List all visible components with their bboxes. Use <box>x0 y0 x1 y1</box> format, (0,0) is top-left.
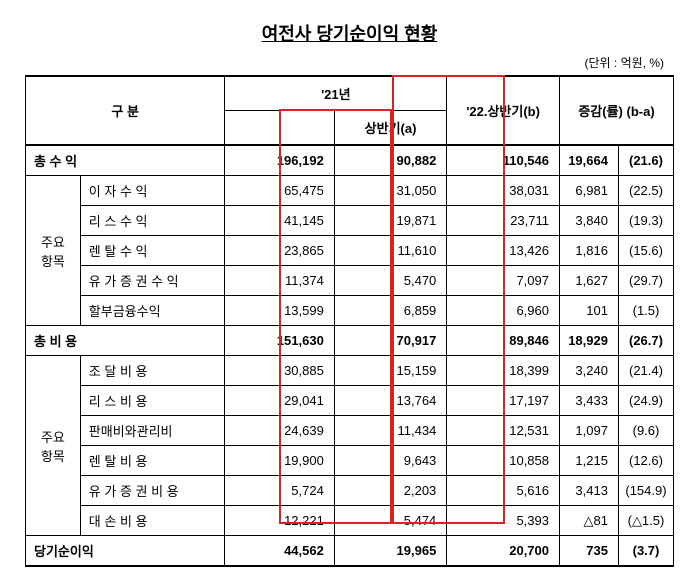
exp-item-3-label: 렌 탈 비 용 <box>80 446 225 476</box>
rev-item-2-h1a: 11,610 <box>334 236 446 266</box>
rev-item-4-y21: 13,599 <box>225 296 334 326</box>
rev-item-3-label: 유 가 증 권 수 익 <box>80 266 225 296</box>
rev-item-4-pct: (1.5) <box>618 296 673 326</box>
revenue-header: 총 수 익 <box>26 145 225 176</box>
header-y21: '21년 <box>225 76 447 111</box>
expense-header: 총 비 용 <box>26 326 225 356</box>
exp-item-1-label: 리 스 비 용 <box>80 386 225 416</box>
net-income-h1a: 19,965 <box>334 536 446 567</box>
rev-item-3-h1a: 5,470 <box>334 266 446 296</box>
exp-item-3-y21: 19,900 <box>225 446 334 476</box>
exp-item-0-y21: 30,885 <box>225 356 334 386</box>
exp-item-5-chg: △81 <box>560 506 619 536</box>
exp-item-0-h1a: 15,159 <box>334 356 446 386</box>
page-title: 여전사 당기순이익 현황 <box>25 20 674 46</box>
exp-item-0-pct: (21.4) <box>618 356 673 386</box>
rev-item-1-h1a: 19,871 <box>334 206 446 236</box>
rev-item-2-y21: 23,865 <box>225 236 334 266</box>
exp-item-2-y21: 24,639 <box>225 416 334 446</box>
exp-item-1-h22b: 17,197 <box>447 386 560 416</box>
exp-item-5-pct: (△1.5) <box>618 506 673 536</box>
exp-item-1-pct: (24.9) <box>618 386 673 416</box>
rev-item-1-label: 리 스 수 익 <box>80 206 225 236</box>
rev-item-4-chg: 101 <box>560 296 619 326</box>
header-y21-blank <box>225 111 334 146</box>
header-category: 구 분 <box>26 76 225 145</box>
expense-pct: (26.7) <box>618 326 673 356</box>
expense-h1a: 70,917 <box>334 326 446 356</box>
rev-item-4-h1a: 6,859 <box>334 296 446 326</box>
exp-item-2-h22b: 12,531 <box>447 416 560 446</box>
exp-item-1-chg: 3,433 <box>560 386 619 416</box>
exp-item-4-pct: (154.9) <box>618 476 673 506</box>
net-income-label: 당기순이익 <box>26 536 225 567</box>
rev-item-4-label: 할부금융수익 <box>80 296 225 326</box>
rev-item-2-pct: (15.6) <box>618 236 673 266</box>
rev-item-2-h22b: 13,426 <box>447 236 560 266</box>
exp-item-5-label: 대 손 비 용 <box>80 506 225 536</box>
rev-item-3-h22b: 7,097 <box>447 266 560 296</box>
expense-group-label: 주요항목 <box>26 356 81 536</box>
expense-chg: 18,929 <box>560 326 619 356</box>
net-income-chg: 735 <box>560 536 619 567</box>
exp-item-4-h22b: 5,616 <box>447 476 560 506</box>
rev-item-0-label: 이 자 수 익 <box>80 176 225 206</box>
revenue-h22b: 110,546 <box>447 145 560 176</box>
revenue-group-label: 주요항목 <box>26 176 81 326</box>
exp-item-3-h1a: 9,643 <box>334 446 446 476</box>
unit-label: (단위 : 억원, %) <box>25 54 674 71</box>
rev-item-0-y21: 65,475 <box>225 176 334 206</box>
exp-item-3-pct: (12.6) <box>618 446 673 476</box>
exp-item-4-h1a: 2,203 <box>334 476 446 506</box>
net-income-h22b: 20,700 <box>447 536 560 567</box>
exp-item-5-h1a: 5,474 <box>334 506 446 536</box>
rev-item-4-h22b: 6,960 <box>447 296 560 326</box>
rev-item-3-chg: 1,627 <box>560 266 619 296</box>
exp-item-4-y21: 5,724 <box>225 476 334 506</box>
rev-item-2-label: 렌 탈 수 익 <box>80 236 225 266</box>
exp-item-0-label: 조 달 비 용 <box>80 356 225 386</box>
exp-item-5-y21: 12,221 <box>225 506 334 536</box>
exp-item-3-chg: 1,215 <box>560 446 619 476</box>
rev-item-0-h1a: 31,050 <box>334 176 446 206</box>
table-wrapper: 구 분 '21년 '22.상반기(b) 증감(률) (b-a) 상반기(a) 총… <box>25 75 674 567</box>
revenue-y21: 196,192 <box>225 145 334 176</box>
exp-item-2-label: 판매비와관리비 <box>80 416 225 446</box>
rev-item-1-y21: 41,145 <box>225 206 334 236</box>
exp-item-0-h22b: 18,399 <box>447 356 560 386</box>
rev-item-3-pct: (29.7) <box>618 266 673 296</box>
expense-h22b: 89,846 <box>447 326 560 356</box>
revenue-chg: 19,664 <box>560 145 619 176</box>
rev-item-0-pct: (22.5) <box>618 176 673 206</box>
exp-item-4-label: 유 가 증 권 비 용 <box>80 476 225 506</box>
rev-item-0-h22b: 38,031 <box>447 176 560 206</box>
header-h1a: 상반기(a) <box>334 111 446 146</box>
exp-item-4-chg: 3,413 <box>560 476 619 506</box>
header-h22b: '22.상반기(b) <box>447 76 560 145</box>
header-change: 증감(률) (b-a) <box>560 76 674 145</box>
rev-item-1-chg: 3,840 <box>560 206 619 236</box>
net-income-y21: 44,562 <box>225 536 334 567</box>
exp-item-3-h22b: 10,858 <box>447 446 560 476</box>
rev-item-1-pct: (19.3) <box>618 206 673 236</box>
rev-item-3-y21: 11,374 <box>225 266 334 296</box>
rev-item-2-chg: 1,816 <box>560 236 619 266</box>
exp-item-1-y21: 29,041 <box>225 386 334 416</box>
exp-item-2-chg: 1,097 <box>560 416 619 446</box>
exp-item-5-h22b: 5,393 <box>447 506 560 536</box>
revenue-h1a: 90,882 <box>334 145 446 176</box>
financial-table: 구 분 '21년 '22.상반기(b) 증감(률) (b-a) 상반기(a) 총… <box>25 75 674 567</box>
rev-item-1-h22b: 23,711 <box>447 206 560 236</box>
revenue-pct: (21.6) <box>618 145 673 176</box>
net-income-pct: (3.7) <box>618 536 673 567</box>
exp-item-1-h1a: 13,764 <box>334 386 446 416</box>
exp-item-2-pct: (9.6) <box>618 416 673 446</box>
rev-item-0-chg: 6,981 <box>560 176 619 206</box>
exp-item-2-h1a: 11,434 <box>334 416 446 446</box>
expense-y21: 151,630 <box>225 326 334 356</box>
exp-item-0-chg: 3,240 <box>560 356 619 386</box>
